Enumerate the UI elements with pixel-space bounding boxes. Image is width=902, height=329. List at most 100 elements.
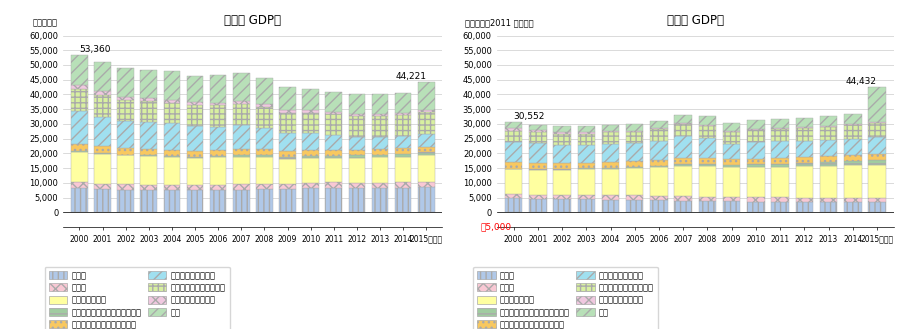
Bar	[325, 135, 342, 150]
Bar	[233, 190, 249, 212]
Bar	[187, 102, 203, 105]
Bar	[504, 198, 521, 212]
Bar	[372, 155, 388, 157]
Bar	[209, 105, 226, 127]
Bar	[209, 190, 226, 212]
Bar	[770, 129, 788, 141]
Bar	[418, 111, 434, 113]
Bar	[394, 114, 411, 136]
Bar	[649, 200, 667, 212]
Bar	[577, 163, 594, 168]
Bar	[674, 158, 691, 164]
Bar	[394, 136, 411, 148]
Bar	[372, 157, 388, 183]
Bar	[674, 196, 691, 201]
Bar	[674, 201, 691, 212]
Bar	[302, 150, 318, 156]
Bar	[843, 156, 861, 161]
Bar	[372, 94, 388, 114]
Bar	[348, 183, 364, 188]
Bar	[746, 130, 764, 142]
Bar	[698, 125, 715, 126]
Bar	[843, 161, 861, 165]
Bar	[418, 82, 434, 111]
Bar	[141, 70, 157, 98]
Bar	[187, 151, 203, 157]
Bar	[209, 158, 226, 185]
Bar	[418, 134, 434, 147]
Bar	[746, 202, 764, 212]
Bar	[577, 134, 594, 145]
Bar	[94, 184, 111, 189]
Bar	[418, 147, 434, 152]
Bar	[256, 149, 272, 155]
Bar	[233, 73, 249, 101]
Bar	[94, 146, 111, 153]
Bar	[770, 197, 788, 202]
Bar	[394, 182, 411, 188]
Bar	[163, 103, 180, 123]
Bar	[577, 199, 594, 212]
Bar	[209, 127, 226, 150]
Bar	[302, 133, 318, 150]
Bar	[698, 164, 715, 166]
Bar	[674, 166, 691, 196]
Bar	[625, 200, 643, 212]
Bar	[843, 114, 861, 124]
Bar	[868, 122, 885, 123]
Bar	[770, 128, 788, 129]
Bar	[325, 112, 342, 114]
Bar	[843, 165, 861, 198]
Bar	[233, 185, 249, 190]
Bar	[649, 140, 667, 160]
Bar	[553, 170, 570, 195]
Bar	[302, 188, 318, 212]
Title: 【名目 GDP】: 【名目 GDP】	[224, 14, 281, 27]
Bar	[746, 164, 764, 167]
Bar	[577, 168, 594, 169]
Bar	[529, 132, 546, 143]
Bar	[325, 156, 342, 158]
Bar	[868, 198, 885, 202]
Bar	[601, 169, 619, 195]
Bar	[819, 166, 836, 197]
Bar	[529, 170, 546, 195]
Bar	[348, 116, 364, 137]
Bar	[256, 128, 272, 149]
Bar	[746, 197, 764, 202]
Bar	[649, 166, 667, 167]
Bar	[163, 157, 180, 185]
Bar	[71, 89, 87, 111]
Bar	[187, 158, 203, 185]
Bar	[117, 97, 133, 100]
Bar	[187, 76, 203, 102]
Bar	[819, 202, 836, 212]
Bar	[553, 132, 570, 134]
Bar	[117, 121, 133, 148]
Bar	[601, 143, 619, 162]
Bar	[553, 134, 570, 145]
Bar	[819, 126, 836, 127]
Bar	[529, 163, 546, 169]
Bar	[348, 94, 364, 114]
Bar	[372, 114, 388, 115]
Bar	[529, 169, 546, 170]
Bar	[256, 189, 272, 212]
Bar	[698, 158, 715, 164]
Bar	[795, 166, 812, 197]
Bar	[325, 150, 342, 156]
Bar	[348, 188, 364, 212]
Bar	[141, 122, 157, 149]
Bar	[770, 166, 788, 197]
Bar	[819, 197, 836, 202]
Bar	[394, 157, 411, 182]
Bar	[553, 126, 570, 132]
Text: 53,360: 53,360	[79, 45, 111, 54]
Bar	[723, 165, 740, 167]
Bar	[674, 115, 691, 123]
Bar	[504, 131, 521, 142]
Bar	[325, 158, 342, 182]
Bar	[843, 125, 861, 139]
Bar	[141, 98, 157, 102]
Bar	[256, 155, 272, 157]
